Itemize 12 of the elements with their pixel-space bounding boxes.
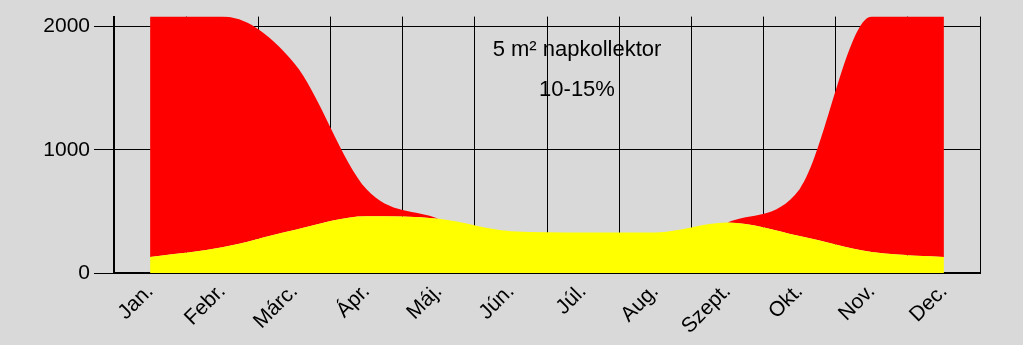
x-tick-label: Dec. (904, 278, 951, 326)
x-tick-label: Jan. (112, 278, 158, 323)
y-tick-label: 2000 (43, 13, 90, 37)
y-tick-label: 1000 (43, 136, 90, 160)
x-tick-label: Aug. (615, 278, 663, 326)
x-tick-label: Júl. (550, 278, 591, 319)
y-tick-label: 0 (78, 259, 90, 283)
x-tick-label: Ápr. (330, 278, 374, 322)
x-tick-label: Okt. (763, 278, 807, 323)
x-tick-label: Jún. (473, 278, 518, 323)
x-tick-label: Nov. (832, 278, 879, 325)
x-tick-label: Máj. (401, 278, 446, 323)
